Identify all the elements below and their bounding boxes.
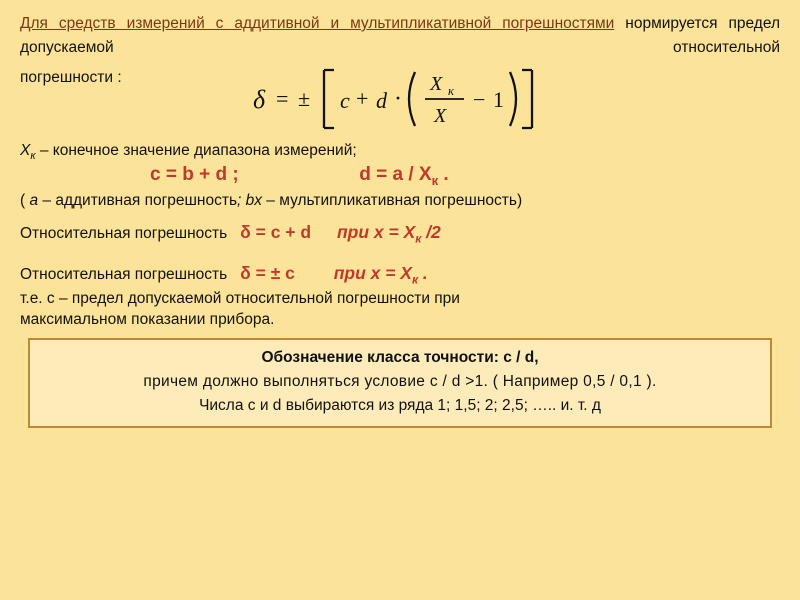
relative-error-2: Относительная погрешность δ = ± c при x …	[20, 263, 780, 287]
svg-text:d: d	[376, 88, 388, 113]
xk-def-text: – конечное значение диапазона измерений;	[40, 142, 357, 159]
delta-formula-svg: δ = ± c + d · X к X −	[250, 62, 550, 136]
tail-note-2: максимальном показании прибора.	[20, 310, 780, 329]
box-line-3: Числа c и d выбираются из ряда 1; 1,5; 2…	[40, 394, 760, 418]
rel1-cond: при x = Xк /2	[337, 222, 441, 242]
heading-line-1: Для средств измерений с аддитивной и мул…	[20, 12, 780, 60]
svg-text:±: ±	[298, 86, 310, 111]
svg-text:−: −	[473, 87, 485, 112]
svg-text:X: X	[429, 73, 443, 95]
heading-tail-2: погрешности :	[20, 69, 122, 86]
box-title: Обозначение класса точности: c / d,	[40, 346, 760, 370]
svg-text:к: к	[448, 83, 455, 98]
rel2-label: Относительная погрешность	[20, 266, 227, 283]
tail-note-1: т.е. с – предел допускаемой относительно…	[20, 289, 780, 308]
svg-text:=: =	[276, 86, 288, 111]
d-relation: d = a / Xк .	[359, 164, 448, 185]
c-relation: c = b + d ;	[150, 164, 239, 185]
relative-error-1: Относительная погрешность δ = c + d при …	[20, 222, 780, 246]
box-line-2: причем должно выполняться условие c / d …	[40, 370, 760, 394]
cd-relations: c = b + d ; d = a / Xк .	[20, 164, 780, 188]
rel1-label: Относительная погрешность	[20, 225, 227, 242]
svg-text:+: +	[356, 86, 368, 111]
page: Для средств измерений с аддитивной и мул…	[0, 0, 800, 438]
svg-text:X: X	[433, 105, 447, 127]
xk-definition: Xк – конечное значение диапазона измерен…	[20, 142, 780, 162]
svg-text:·: ·	[394, 86, 402, 112]
svg-text:1: 1	[493, 87, 504, 112]
rel1-eq: δ = c + d	[240, 222, 311, 242]
rel2-eq: δ = ± c	[240, 263, 295, 283]
svg-text:δ: δ	[253, 85, 266, 114]
ab-note: ( a – аддитивная погрешность; bx – мульт…	[20, 192, 780, 210]
heading-underlined: Для средств измерений с аддитивной и мул…	[20, 15, 614, 32]
svg-text:c: c	[340, 88, 350, 113]
main-formula: δ = ± c + d · X к X −	[20, 62, 780, 136]
rel2-cond: при x = Xк .	[334, 263, 428, 283]
accuracy-class-box: Обозначение класса точности: c / d, прич…	[28, 338, 772, 428]
